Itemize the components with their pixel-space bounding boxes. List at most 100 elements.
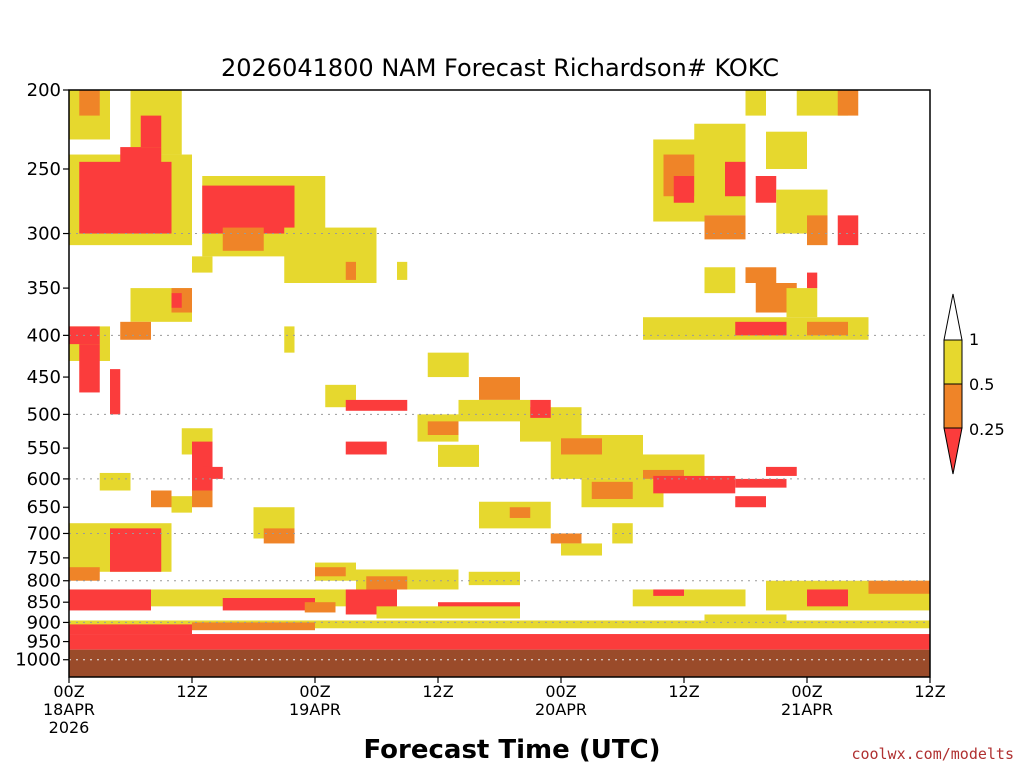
ri-cell-med	[345, 261, 356, 280]
x-tick-label: 18APR	[43, 700, 95, 719]
plot-frame	[68, 89, 931, 678]
ground-fill	[69, 649, 930, 677]
x-tick-label: 19APR	[289, 700, 341, 719]
y-axis-ticks: 200 250 300 350 400 450 500 550 600 650 700 7508008…	[15, 80, 69, 671]
richardson-shading	[69, 90, 930, 650]
ri-cell-med	[263, 528, 295, 544]
ri-cell-low	[468, 571, 520, 586]
y-tick-label: 950	[27, 632, 61, 653]
ri-cell-low	[704, 267, 736, 294]
x-tick-label: 21APR	[781, 700, 833, 719]
x-tick-label: 00Z	[545, 682, 576, 701]
ri-cell-high	[222, 598, 315, 611]
ri-cell-low	[69, 620, 930, 629]
ri-cell-low	[427, 352, 469, 378]
ri-cell-med	[509, 507, 531, 518]
colorbar-bin-bottom	[943, 427, 963, 475]
y-tick-label: 450	[27, 367, 61, 388]
ri-cell-low	[171, 496, 192, 513]
ri-cell-med	[561, 438, 602, 455]
y-tick-label: 250	[27, 159, 61, 180]
y-tick-label: 750	[27, 548, 61, 569]
ri-cell-high	[140, 115, 162, 148]
ri-cell-med	[807, 321, 848, 336]
ri-cell-med	[192, 490, 213, 508]
ri-cell-high	[530, 399, 551, 418]
ri-cell-med	[643, 469, 684, 479]
y-tick-label: 800	[27, 571, 61, 592]
ri-cell-high	[653, 475, 736, 494]
ri-cell-med	[427, 421, 459, 435]
ri-cell-low	[284, 227, 377, 284]
colorbar-label: 0.25	[969, 420, 1005, 439]
ri-cell-med	[591, 481, 633, 499]
ri-cell-low	[561, 543, 602, 556]
colorbar-bin-top	[943, 293, 963, 341]
ri-cell-high	[202, 466, 223, 479]
ri-cell-high	[120, 147, 162, 183]
x-tick-label: 12Z	[176, 682, 207, 701]
y-tick-label: 900	[27, 612, 61, 633]
y-tick-label: 700	[27, 523, 61, 544]
colorbar-label: 0.5	[969, 375, 994, 394]
ri-cell-high	[807, 272, 818, 289]
x-tick-label: 00Z	[53, 682, 84, 701]
ri-cell-high	[438, 637, 479, 646]
ri-cell-med	[807, 215, 828, 246]
ri-cell-high	[673, 176, 695, 203]
x-tick-label: 00Z	[791, 682, 822, 701]
ri-cell-low	[284, 326, 295, 353]
ri-cell-med	[192, 622, 315, 631]
ri-cell-high	[171, 293, 182, 308]
ri-cell-low	[786, 288, 818, 318]
ri-cell-med	[79, 90, 100, 116]
ground-below-surface	[69, 649, 930, 677]
colorbar-bin-orange	[943, 383, 963, 429]
ri-cell-high	[807, 589, 848, 607]
ri-cell-med	[837, 90, 859, 116]
ri-cell-low	[376, 606, 520, 619]
ri-cell-med	[745, 267, 777, 284]
ri-cell-high	[79, 344, 100, 393]
ri-cell-high	[202, 185, 295, 234]
y-tick-label: 300	[27, 224, 61, 245]
y-tick-label: 500	[27, 404, 61, 425]
ri-cell-high	[69, 634, 930, 650]
ri-cell-med	[222, 227, 264, 251]
ri-cell-high	[192, 441, 213, 491]
ri-cell-high	[735, 496, 766, 508]
ri-cell-high	[438, 602, 520, 611]
ri-cell-med	[120, 321, 151, 340]
ri-cell-high	[735, 321, 787, 336]
ri-cell-med	[69, 567, 100, 581]
ri-cell-high	[69, 624, 192, 635]
ri-cell-high	[837, 215, 859, 246]
ri-cell-high	[653, 589, 684, 596]
ri-cell-high	[735, 478, 787, 488]
ri-cell-high	[345, 441, 387, 455]
y-tick-label: 350	[27, 278, 61, 299]
ri-cell-low	[99, 472, 131, 491]
x-tick-label: 00Z	[299, 682, 330, 701]
y-tick-label: 650	[27, 497, 61, 518]
x-tick-label: 12Z	[422, 682, 453, 701]
ri-cell-med	[704, 215, 746, 240]
ri-cell-low	[704, 614, 787, 625]
ri-cell-high	[766, 466, 797, 476]
ri-cell-high	[725, 161, 746, 197]
ri-cell-med	[479, 377, 520, 400]
ri-cell-low	[745, 90, 766, 116]
ri-cell-high	[110, 369, 121, 415]
ri-cell-low	[632, 589, 746, 607]
colorbar-legend: 1 0.5 0.25	[943, 293, 1005, 475]
y-tick-label: 850	[27, 592, 61, 613]
chart-title: 2026041800 NAM Forecast Richardson# KOKC	[221, 54, 779, 82]
x-tick-label: 12Z	[668, 682, 699, 701]
colorbar-label: 1	[969, 330, 979, 349]
ri-cell-med	[151, 490, 172, 508]
ri-cell-med	[315, 567, 346, 577]
ri-cell-med	[868, 580, 930, 594]
colorbar-bin-yellow	[943, 339, 963, 385]
